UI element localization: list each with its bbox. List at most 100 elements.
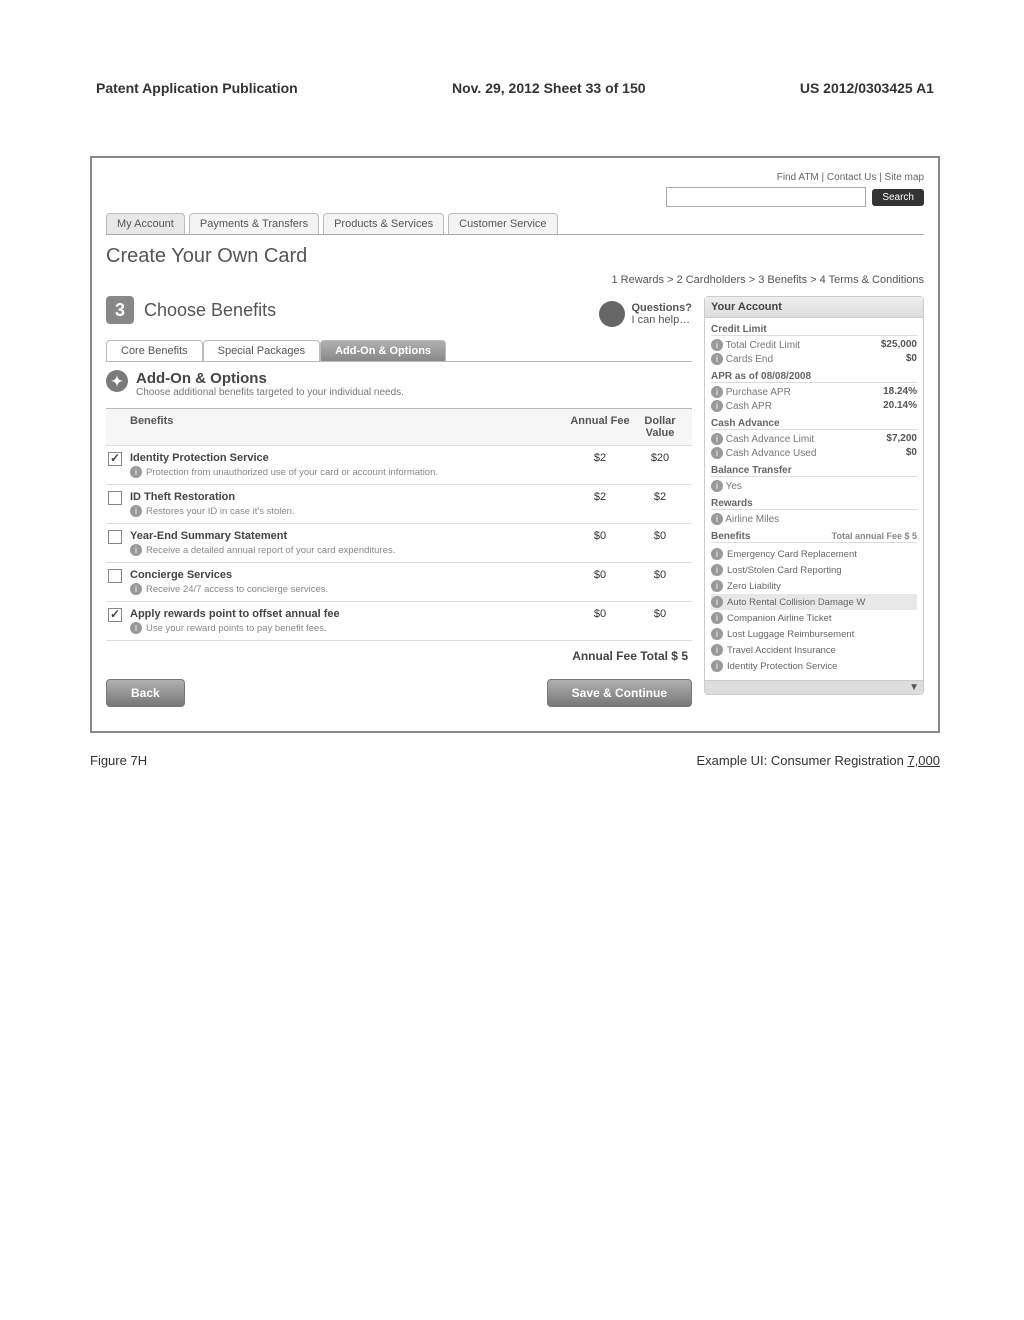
account-label: i Purchase APR	[711, 386, 791, 398]
account-benefit-label: Auto Rental Collision Damage W	[727, 597, 865, 608]
benefit-value: $2	[630, 491, 690, 503]
account-value: $0	[906, 447, 917, 459]
benefit-table: Benefits Annual Fee Dollar Value Identit…	[106, 408, 692, 641]
info-icon[interactable]: i	[711, 644, 723, 656]
rewards-block: Rewards i Airline Miles	[711, 498, 917, 525]
benefit-checkbox[interactable]	[108, 491, 122, 505]
pub-center: Nov. 29, 2012 Sheet 33 of 150	[452, 80, 646, 96]
info-icon[interactable]: i	[711, 339, 723, 351]
caption-ref: 7,000	[907, 753, 940, 768]
benefit-desc: Use your reward points to pay benefit fe…	[146, 623, 327, 634]
back-button[interactable]: Back	[106, 679, 185, 707]
account-benefit-label: Travel Accident Insurance	[727, 645, 836, 656]
account-benefit-label: Lost Luggage Reimbursement	[727, 629, 854, 640]
subtab-addon[interactable]: Add-On & Options	[320, 340, 446, 361]
info-icon[interactable]: i	[711, 580, 723, 592]
save-continue-button[interactable]: Save & Continue	[547, 679, 692, 707]
info-icon[interactable]: i	[130, 466, 142, 478]
info-icon[interactable]: i	[711, 564, 723, 576]
account-benefit-item: i Travel Accident Insurance	[711, 642, 917, 658]
benefit-desc: Receive 24/7 access to concierge service…	[146, 584, 328, 595]
help-avatar-block[interactable]: Questions? I can help…	[599, 301, 692, 327]
info-icon[interactable]: i	[711, 660, 723, 672]
account-benefit-item: iIdentity Protection Service	[711, 658, 917, 674]
account-label: i Yes	[711, 480, 742, 492]
col-dollar-value: Dollar Value	[630, 415, 690, 439]
pub-right: US 2012/0303425 A1	[800, 80, 934, 96]
benefit-checkbox[interactable]	[108, 608, 122, 622]
benefit-sub-tabs: Core Benefits Special Packages Add-On & …	[106, 340, 692, 362]
pub-left: Patent Application Publication	[96, 80, 298, 96]
benefits-total: Total annual Fee $ 5	[832, 531, 917, 542]
avatar-icon	[599, 301, 625, 327]
benefit-name: ID Theft Restoration	[130, 491, 562, 503]
tab-customer-service[interactable]: Customer Service	[448, 213, 557, 234]
primary-nav: My Account Payments & Transfers Products…	[106, 213, 924, 235]
publication-header: Patent Application Publication Nov. 29, …	[90, 80, 940, 96]
benefit-fee: $2	[570, 452, 630, 464]
benefit-value: $0	[630, 569, 690, 581]
account-row: i Yes	[711, 480, 917, 492]
account-benefit-item: i Zero Liability	[711, 578, 917, 594]
benefit-desc: Receive a detailed annual report of your…	[146, 545, 395, 556]
info-icon[interactable]: i	[711, 400, 723, 412]
benefit-checkbox[interactable]	[108, 452, 122, 466]
benefit-name: Concierge Services	[130, 569, 562, 581]
account-benefit-label: Zero Liability	[727, 581, 781, 592]
account-value: 20.14%	[883, 400, 917, 412]
benefit-row: Concierge Services i Receive 24/7 access …	[106, 563, 692, 602]
apr-block: APR as of 08/08/2008 i Purchase APR18.24…	[711, 371, 917, 412]
info-icon[interactable]: i	[711, 513, 723, 525]
info-icon[interactable]: i	[130, 505, 142, 517]
section-badge-icon: ✦	[106, 370, 128, 392]
search-button[interactable]: Search	[872, 189, 924, 206]
info-icon[interactable]: i	[130, 583, 142, 595]
benefit-fee: $0	[570, 530, 630, 542]
account-label: i Cash Advance Used	[711, 447, 816, 459]
info-icon[interactable]: i	[711, 612, 723, 624]
tab-my-account[interactable]: My Account	[106, 213, 185, 234]
benefit-row: Identity Protection Service iProtection …	[106, 446, 692, 485]
account-value: $25,000	[881, 339, 917, 351]
col-annual-fee: Annual Fee	[570, 415, 630, 427]
info-icon[interactable]: i	[711, 353, 723, 365]
benefit-fee: $0	[570, 608, 630, 620]
section-subtitle: Choose additional benefits targeted to y…	[136, 387, 404, 398]
info-icon[interactable]: i	[130, 622, 142, 634]
rewards-hdr: Rewards	[711, 498, 917, 510]
account-benefit-label: Companion Airline Ticket	[727, 613, 832, 624]
benefits-block: Benefits Total annual Fee $ 5 iEmergency…	[711, 531, 917, 674]
info-icon[interactable]: i	[711, 628, 723, 640]
search-input[interactable]	[666, 187, 866, 207]
your-account-header: Your Account	[705, 297, 923, 318]
subtab-special[interactable]: Special Packages	[203, 340, 320, 361]
info-icon[interactable]: i	[711, 548, 723, 560]
info-icon[interactable]: i	[711, 480, 723, 492]
account-row: i Cash APR20.14%	[711, 400, 917, 412]
benefit-value: $20	[630, 452, 690, 464]
benefit-checkbox[interactable]	[108, 530, 122, 544]
figure-caption: Example UI: Consumer Registration 7,000	[696, 753, 940, 768]
info-icon[interactable]: i	[711, 596, 723, 608]
info-icon[interactable]: i	[711, 386, 723, 398]
account-value: $0	[906, 353, 917, 365]
caption-text: Example UI: Consumer Registration	[696, 753, 907, 768]
subtab-core[interactable]: Core Benefits	[106, 340, 203, 361]
account-benefit-item: iEmergency Card Replacement	[711, 546, 917, 562]
benefit-fee: $2	[570, 491, 630, 503]
account-value: $7,200	[886, 433, 917, 445]
info-icon[interactable]: i	[711, 447, 723, 459]
scroll-down-hint[interactable]: ▼	[705, 680, 923, 694]
info-icon[interactable]: i	[711, 433, 723, 445]
app-window: Find ATM | Contact Us | Site map Search …	[90, 156, 940, 733]
info-icon[interactable]: i	[130, 544, 142, 556]
account-benefit-item: i Auto Rental Collision Damage W	[711, 594, 917, 610]
account-benefit-item: i Companion Airline Ticket	[711, 610, 917, 626]
benefits-hdr: Benefits	[711, 531, 750, 542]
account-label: i Cash Advance Limit	[711, 433, 814, 445]
utility-links[interactable]: Find ATM | Contact Us | Site map	[106, 172, 924, 183]
benefit-checkbox[interactable]	[108, 569, 122, 583]
tab-products[interactable]: Products & Services	[323, 213, 444, 234]
tab-payments[interactable]: Payments & Transfers	[189, 213, 319, 234]
benefit-desc: Protection from unauthorized use of your…	[146, 467, 438, 478]
